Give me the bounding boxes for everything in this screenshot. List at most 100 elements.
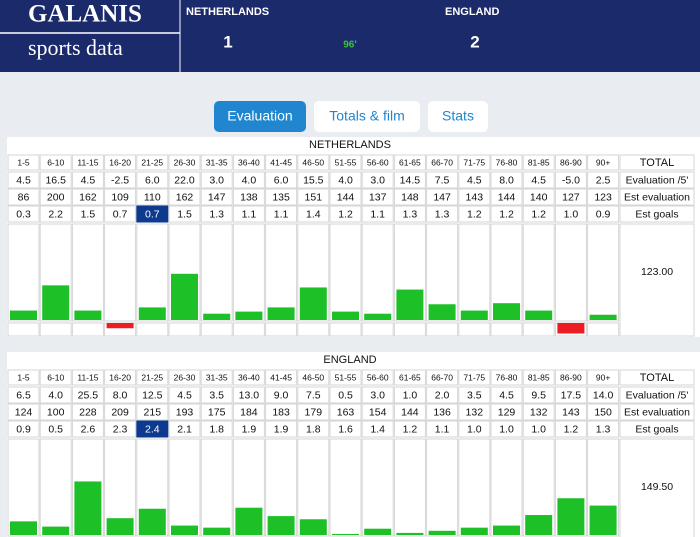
cell-value: 0.9 <box>596 208 611 220</box>
column-header: 51-55 <box>335 157 357 167</box>
cell-value: 1.6 <box>338 423 353 435</box>
cell-value: 175 <box>208 406 226 418</box>
bar <box>138 307 166 320</box>
cell <box>297 403 330 421</box>
cell <box>232 188 265 206</box>
cell-value: 1.9 <box>242 423 257 435</box>
cell <box>587 188 620 206</box>
cell-value: 25.5 <box>78 389 99 401</box>
cell-value: 4.5 <box>16 174 31 186</box>
cell-value: 1.0 <box>531 423 546 435</box>
cell <box>136 369 169 386</box>
table-title: NETHERLANDS <box>309 139 391 151</box>
cell <box>619 369 695 386</box>
cell <box>136 171 169 189</box>
chart-cell <box>265 322 298 337</box>
column-header: 90+ <box>596 157 610 167</box>
cell <box>232 420 265 438</box>
cell <box>490 403 523 421</box>
cell <box>490 154 523 171</box>
chart-cell <box>232 322 265 337</box>
cell-value: 0.3 <box>16 208 31 220</box>
cell-value: 137 <box>369 191 387 203</box>
cell <box>7 154 40 171</box>
cell <box>7 369 40 386</box>
row-label: Evaluation /5' <box>626 174 689 186</box>
column-header: 21-25 <box>141 157 163 167</box>
column-header: 86-90 <box>560 157 582 167</box>
cell-value: 8.0 <box>499 174 514 186</box>
chart-cell <box>361 322 394 337</box>
cell <box>7 205 40 223</box>
bar <box>171 525 198 535</box>
chart-cell <box>168 438 201 537</box>
cell <box>619 420 695 438</box>
cell <box>522 386 555 404</box>
cell <box>104 154 137 171</box>
column-header: 90+ <box>596 372 610 382</box>
cell <box>619 171 695 189</box>
cell <box>554 403 587 421</box>
row-label: Est goals <box>635 423 678 435</box>
cell <box>71 420 104 438</box>
cell-value: 1.8 <box>209 423 224 435</box>
cell-value: 129 <box>498 406 516 418</box>
cell <box>587 154 620 171</box>
cell-value: 1.0 <box>499 423 514 435</box>
cell-value: 3.0 <box>370 174 385 186</box>
cell <box>426 205 459 223</box>
cell-value: 15.5 <box>303 174 324 186</box>
cell <box>7 171 40 189</box>
cell <box>297 369 330 386</box>
cell-value: 4.5 <box>467 174 482 186</box>
cell <box>200 369 233 386</box>
cell-value: 4.5 <box>177 389 192 401</box>
column-header: 31-35 <box>206 157 228 167</box>
chart-cell <box>490 438 523 537</box>
bar <box>203 527 231 535</box>
cell <box>39 205 72 223</box>
row-label: Evaluation /5' <box>626 389 689 401</box>
cell-value: 0.7 <box>113 208 128 220</box>
tab[interactable] <box>314 101 420 132</box>
cell <box>168 369 201 386</box>
cell <box>329 154 362 171</box>
cell <box>587 386 620 404</box>
cell <box>458 369 491 386</box>
cell-value: 209 <box>111 406 129 418</box>
cell <box>297 205 330 223</box>
cell <box>297 188 330 206</box>
cell <box>71 386 104 404</box>
cell <box>168 420 201 438</box>
cell <box>554 171 587 189</box>
home-score: 1 <box>223 32 232 51</box>
cell <box>393 403 426 421</box>
cell-value: 22.0 <box>174 174 195 186</box>
column-header: 36-40 <box>238 372 260 382</box>
cell <box>458 386 491 404</box>
away-score: 2 <box>470 32 479 51</box>
cell-value: 147 <box>208 191 226 203</box>
cell <box>232 403 265 421</box>
bar <box>493 303 520 320</box>
cell <box>393 188 426 206</box>
cell-value: 143 <box>466 191 484 203</box>
cell-value: 0.5 <box>48 423 63 435</box>
chart-total: 149.50 <box>641 481 673 493</box>
tab-label[interactable]: Totals & film <box>329 108 404 124</box>
bar <box>332 311 359 320</box>
cell-value: 2.6 <box>81 423 96 435</box>
tab-label[interactable]: Stats <box>442 108 474 124</box>
bar <box>460 310 488 320</box>
tab[interactable] <box>214 101 306 132</box>
cell <box>587 420 620 438</box>
cell <box>619 188 695 206</box>
cell-value: 193 <box>176 406 194 418</box>
tab-label[interactable]: Evaluation <box>227 108 292 124</box>
cell <box>136 403 169 421</box>
cell <box>458 154 491 171</box>
header-bar <box>0 0 700 72</box>
tab[interactable] <box>428 101 488 132</box>
chart-cell <box>490 322 523 337</box>
